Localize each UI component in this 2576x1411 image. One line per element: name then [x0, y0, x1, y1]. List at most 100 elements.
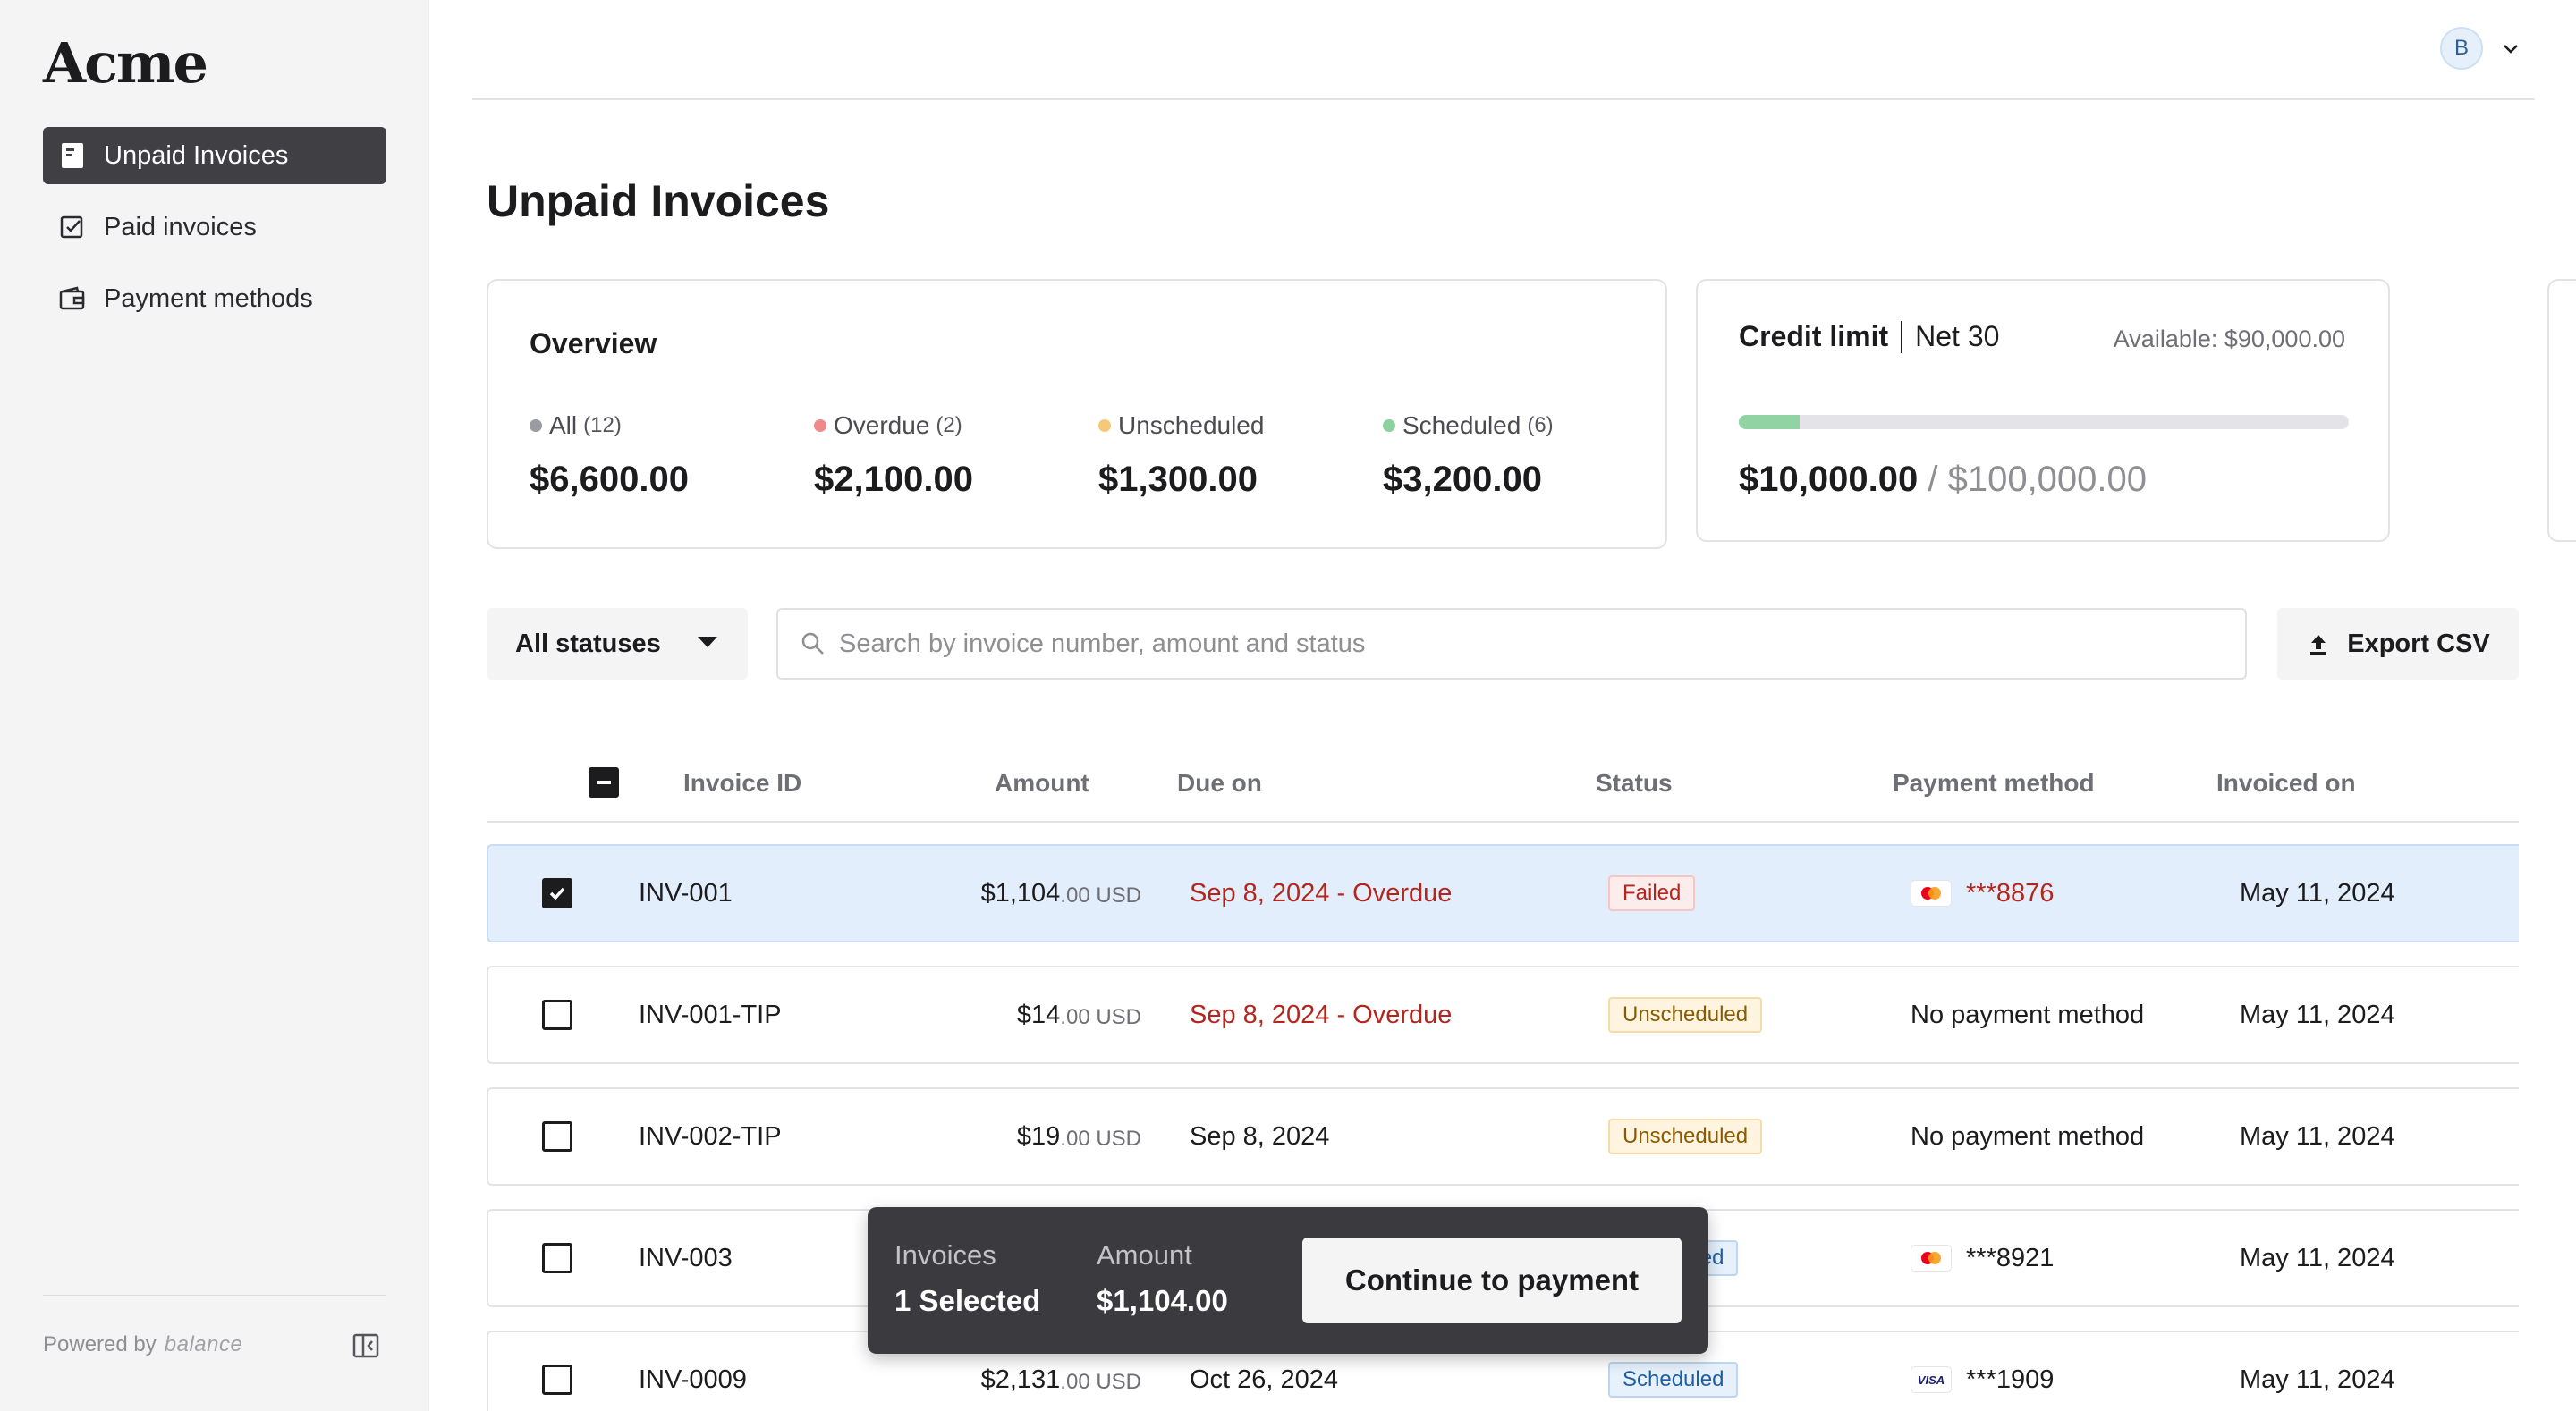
status-badge: Scheduled [1608, 1362, 1739, 1398]
header-payment-method[interactable]: Payment method [1893, 769, 2095, 797]
stat-unscheduled[interactable]: Unscheduled $1,300.00 [1098, 411, 1270, 500]
table-row[interactable]: INV-001 $1,104.00 USD Sep 8, 2024 - Overdu… [487, 844, 2519, 942]
table-row[interactable]: INV-001-TIP $14.00 USD Sep 8, 2024 - Overd… [487, 966, 2519, 1064]
row-checkbox[interactable] [542, 878, 572, 908]
user-avatar[interactable]: B [2440, 27, 2483, 70]
amount-cents: .00 USD [1060, 883, 1141, 908]
credit-used: $10,000.00 [1739, 460, 1919, 499]
stat-count: (2) [936, 413, 962, 437]
due-date: Sep 8, 2024 - Overdue [1190, 1000, 1453, 1029]
row-checkbox[interactable] [542, 1121, 572, 1152]
payment-method-text: ***8876 [1966, 878, 2055, 908]
invoice-icon [57, 140, 88, 171]
stat-value: $6,600.00 [530, 460, 689, 499]
stat-label: All [549, 411, 578, 439]
sidebar-divider [43, 1295, 386, 1296]
table-row[interactable]: INV-0009 $2,131.00 USD Oct 26, 2024 Schedul… [487, 1331, 2519, 1411]
select-all-checkbox[interactable] [589, 767, 619, 798]
status-dot [1098, 419, 1111, 432]
amount-main: $1,104 [980, 878, 1061, 908]
search-icon [801, 632, 824, 655]
due-date: Sep 8, 2024 - Overdue [1190, 878, 1453, 908]
credit-available: Available: $90,000.00 [2113, 325, 2345, 352]
payment-method: ***8876 [1911, 846, 2054, 941]
sidebar-item-label: Unpaid Invoices [104, 140, 289, 170]
sidebar-nav: Unpaid Invoices Paid invoices Payment me… [43, 127, 386, 342]
invoice-amount: $19.00 USD [864, 1089, 1141, 1184]
payment-method: No payment method [1911, 967, 2144, 1062]
sidebar-item-paid-invoices[interactable]: Paid invoices [43, 199, 386, 256]
overview-title: Overview [530, 327, 657, 359]
status-filter-dropdown[interactable]: All statuses [487, 608, 748, 680]
payment-method: No payment method [1911, 1089, 2144, 1184]
invoiced-date: May 11, 2024 [2240, 1365, 2395, 1394]
payment-method-text: No payment method [1911, 1000, 2145, 1029]
status-dot [814, 419, 826, 432]
header-due-on[interactable]: Due on [1177, 769, 1262, 797]
checkbox-doc-icon [57, 212, 88, 242]
credit-terms: Net 30 [1915, 320, 2000, 352]
stat-value: $1,300.00 [1098, 460, 1258, 499]
payment-method: VISA ***1909 [1911, 1332, 2054, 1411]
search-box[interactable] [776, 608, 2247, 680]
table-row[interactable]: INV-002-TIP $19.00 USD Sep 8, 2024 Unschedu… [487, 1087, 2519, 1186]
credit-progress-bar [1739, 415, 2349, 429]
svg-text:VISA: VISA [1918, 1373, 1945, 1387]
sidebar-item-label: Payment methods [104, 283, 313, 313]
invoice-id[interactable]: INV-002-TIP [639, 1121, 782, 1151]
status-badge: Unscheduled [1608, 997, 1763, 1033]
invoice-amount: $2,131.00 USD [864, 1332, 1141, 1411]
invoiced-date: May 11, 2024 [2240, 1000, 2395, 1029]
continue-to-payment-button[interactable]: Continue to payment [1302, 1238, 1682, 1323]
search-input[interactable] [839, 629, 2234, 659]
selection-amount: Amount $1,104.00 [1097, 1239, 1228, 1318]
row-checkbox[interactable] [542, 1000, 572, 1030]
page-title: Unpaid Invoices [487, 176, 830, 226]
sidebar-item-unpaid-invoices[interactable]: Unpaid Invoices [43, 127, 386, 184]
next-card-peek [2547, 279, 2576, 542]
credit-title: Credit limit Net 30 [1739, 320, 1999, 353]
export-csv-button[interactable]: Export CSV [2277, 608, 2519, 680]
invoice-id[interactable]: INV-0009 [639, 1365, 747, 1394]
status-dot [1383, 419, 1395, 432]
selection-amount-label: Amount [1097, 1239, 1192, 1271]
payment-method-text: ***1909 [1966, 1365, 2055, 1394]
invoice-amount: $1,104.00 USD [864, 846, 1141, 941]
amount-cents: .00 USD [1060, 1370, 1141, 1394]
sidebar: Acme Unpaid Invoices Paid invoices Payme… [0, 0, 429, 1411]
collapse-sidebar-icon[interactable] [351, 1331, 381, 1361]
status-cell: Unscheduled [1608, 967, 1763, 1062]
credit-amounts: $10,000.00 / $100,000.00 [1739, 460, 2147, 500]
mastercard-icon [1911, 880, 1952, 907]
invoice-id[interactable]: INV-003 [639, 1243, 733, 1272]
amount-main: $19 [1016, 1121, 1061, 1151]
app-logo: Acme [43, 30, 208, 96]
payment-method-text: ***8921 [1966, 1243, 2055, 1272]
stat-value: $3,200.00 [1383, 460, 1542, 499]
wallet-icon [57, 283, 88, 314]
header-invoice-id[interactable]: Invoice ID [683, 769, 802, 797]
row-checkbox[interactable] [542, 1365, 572, 1395]
mastercard-icon [1911, 1245, 1952, 1272]
stat-label: Unscheduled [1118, 411, 1265, 439]
header-invoiced-on[interactable]: Invoiced on [2216, 769, 2356, 797]
amount-main: $14 [1016, 1000, 1061, 1029]
stat-overdue[interactable]: Overdue (2) $2,100.00 [814, 411, 973, 500]
header-status[interactable]: Status [1596, 769, 1673, 797]
stat-scheduled[interactable]: Scheduled (6) $3,200.00 [1383, 411, 1554, 500]
sidebar-item-payment-methods[interactable]: Payment methods [43, 270, 386, 327]
stat-value: $2,100.00 [814, 460, 973, 499]
invoice-amount: $14.00 USD [864, 967, 1141, 1062]
stat-count: (12) [583, 413, 622, 437]
invoiced-date: May 11, 2024 [2240, 1243, 2395, 1272]
chevron-down-icon[interactable] [2499, 38, 2522, 61]
invoice-id[interactable]: INV-001-TIP [639, 1000, 782, 1029]
header-amount[interactable]: Amount [995, 769, 1089, 797]
invoice-id[interactable]: INV-001 [639, 878, 733, 908]
amount-cents: .00 USD [1060, 1005, 1141, 1029]
status-cell: Failed [1608, 846, 1696, 941]
status-cell: Unscheduled [1608, 1089, 1763, 1184]
stat-all[interactable]: All (12) $6,600.00 [530, 411, 689, 500]
invoiced-date: May 11, 2024 [2240, 878, 2395, 908]
row-checkbox[interactable] [542, 1243, 572, 1273]
